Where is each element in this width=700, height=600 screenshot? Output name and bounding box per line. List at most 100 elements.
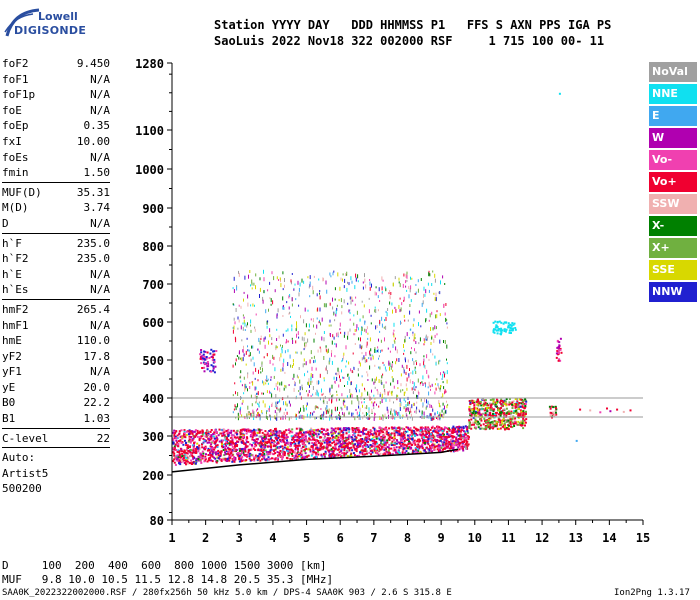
echo-point	[175, 449, 178, 451]
echo-point	[439, 291, 441, 295]
echo-point	[373, 381, 375, 385]
echo-point	[402, 448, 405, 451]
echo-point	[342, 431, 345, 434]
echo-point	[378, 366, 380, 369]
echo-point	[351, 449, 354, 452]
echo-point	[523, 406, 526, 409]
echo-point	[473, 406, 476, 409]
echo-point	[500, 424, 503, 427]
echo-point	[438, 444, 441, 447]
y-tick-label: 1280	[135, 57, 164, 71]
echo-point	[357, 368, 359, 372]
echo-point	[386, 446, 389, 448]
echo-point	[316, 430, 319, 432]
param-separator	[2, 427, 110, 429]
echo-point	[273, 356, 275, 360]
echo-point	[516, 411, 519, 414]
echo-point	[486, 408, 489, 411]
echo-point	[407, 447, 410, 450]
echo-point	[348, 455, 351, 458]
echo-point	[261, 431, 264, 434]
echo-point	[294, 457, 297, 460]
echo-point	[282, 333, 284, 337]
echo-point	[403, 406, 405, 410]
echo-point	[340, 331, 342, 334]
echo-point	[326, 409, 328, 412]
echo-point	[502, 416, 505, 419]
echo-point	[415, 409, 417, 414]
echo-point	[454, 442, 457, 445]
echo-point	[259, 440, 262, 443]
echo-point	[357, 397, 359, 402]
echo-point	[427, 443, 430, 446]
echo-point	[267, 382, 269, 385]
echo-point	[326, 440, 328, 443]
echo-point	[233, 276, 235, 281]
echo-point	[337, 406, 338, 411]
echo-point	[230, 429, 233, 432]
echo-point	[174, 456, 177, 459]
param-name: M(D)	[2, 201, 29, 215]
echo-point	[178, 459, 181, 462]
echo-point	[477, 423, 480, 426]
echo-point	[453, 442, 456, 445]
echo-point	[470, 399, 473, 402]
echo-point	[412, 441, 415, 444]
echo-point	[445, 442, 448, 445]
echo-point	[267, 456, 270, 459]
echo-point	[245, 438, 248, 441]
echo-point	[429, 413, 431, 417]
echo-point	[195, 434, 198, 437]
echo-point	[330, 414, 332, 418]
echo-point	[468, 409, 471, 412]
echo-point	[184, 461, 187, 464]
echo-point	[396, 430, 399, 433]
echo-point	[304, 332, 306, 336]
echo-point	[432, 444, 435, 447]
echo-point	[494, 320, 497, 323]
echo-point	[349, 318, 351, 321]
echo-point	[425, 446, 428, 449]
echo-point	[521, 406, 524, 409]
echo-point	[248, 417, 250, 419]
echo-point	[319, 397, 321, 401]
echo-point	[200, 349, 203, 351]
echo-point	[406, 434, 409, 437]
echo-point	[282, 271, 284, 275]
echo-point	[196, 446, 199, 448]
echo-point	[409, 406, 411, 411]
echo-point	[317, 441, 320, 444]
echo-point	[408, 376, 410, 379]
echo-point	[242, 434, 245, 437]
echo-point	[352, 444, 355, 447]
echo-point	[388, 427, 391, 430]
echo-point	[237, 392, 239, 396]
echo-point	[298, 437, 301, 440]
echo-point	[173, 454, 176, 457]
echo-point	[357, 414, 359, 417]
echo-point	[358, 441, 361, 444]
echo-point	[422, 433, 425, 435]
echo-point	[266, 431, 269, 434]
param-value: N/A	[90, 216, 110, 230]
echo-point	[276, 439, 279, 442]
echo-point	[429, 403, 431, 408]
echo-point	[352, 412, 354, 415]
echo-point	[461, 437, 464, 440]
echo-point	[221, 443, 223, 445]
echo-point	[460, 447, 463, 450]
echo-point	[216, 451, 218, 454]
echo-point	[215, 453, 217, 456]
echo-point	[338, 371, 340, 376]
echo-points	[172, 92, 632, 466]
echo-point	[267, 438, 270, 441]
echo-point	[237, 412, 239, 416]
echo-point	[226, 442, 229, 445]
echo-point	[367, 337, 369, 340]
echo-point	[406, 430, 409, 433]
echo-point	[418, 446, 421, 449]
echo-point	[375, 325, 377, 330]
echo-point	[264, 344, 266, 349]
echo-point	[419, 450, 422, 453]
echo-point	[424, 382, 426, 385]
